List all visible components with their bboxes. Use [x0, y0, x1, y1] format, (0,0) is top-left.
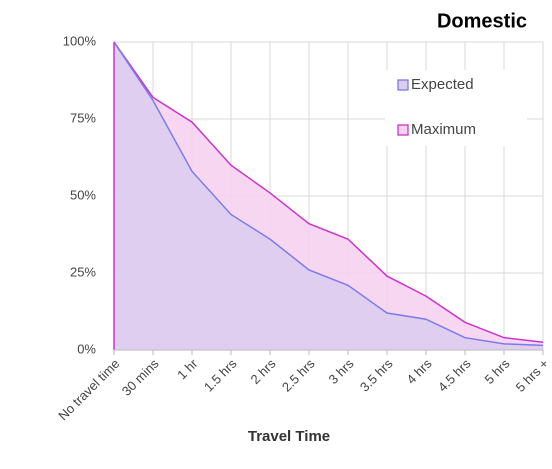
x-tick-label: 4 hrs	[404, 356, 435, 387]
x-tick-label: 1 hr	[174, 355, 201, 382]
x-tick-label: 2.5 hrs	[279, 356, 318, 395]
legend-swatch	[397, 124, 409, 136]
legend-swatch	[397, 79, 409, 91]
y-tick-label: 100%	[63, 33, 97, 48]
y-tick-label: 50%	[70, 187, 96, 202]
line	[113, 41, 544, 344]
x-tick-label: 3 hrs	[326, 356, 357, 387]
y-tick-label: 25%	[70, 264, 96, 279]
line	[113, 41, 544, 347]
x-tick-label: 30 mins	[119, 356, 162, 399]
x-tick-label: 1.5 hrs	[201, 356, 240, 395]
x-tick-label: 5 hrs	[482, 356, 513, 387]
y-tick-label: 0%	[77, 341, 96, 356]
y-tick-label: 75%	[70, 110, 96, 125]
chart-title: Domestic	[437, 10, 527, 32]
area-fill	[114, 42, 543, 350]
x-tick-label: 2 hrs	[248, 356, 279, 387]
legend-label: Expected	[411, 76, 474, 93]
x-tick-label: No travel time	[55, 356, 122, 423]
legend-box	[385, 70, 527, 146]
legend-label: Maximum	[411, 121, 476, 138]
x-tick-label: 4.5 hrs	[435, 356, 474, 395]
x-axis-label: Travel Time	[248, 428, 330, 445]
x-tick-label: 3.5 hrs	[357, 356, 396, 395]
x-tick-label: 5 hrs +	[513, 356, 552, 395]
